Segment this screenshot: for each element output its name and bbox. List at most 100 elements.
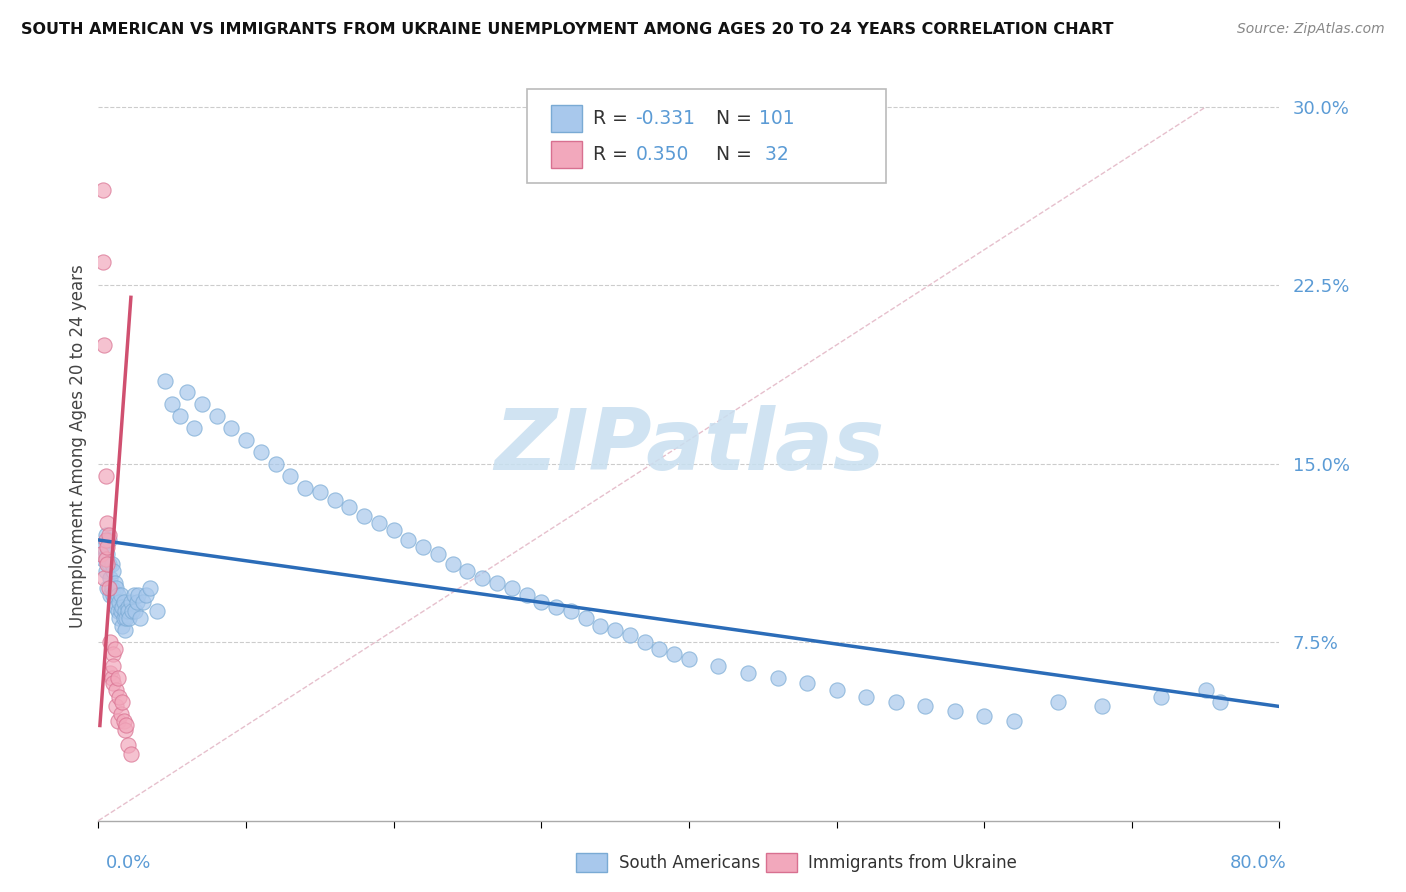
Text: R =: R = bbox=[593, 109, 634, 128]
Point bbox=[560, 604, 582, 618]
Point bbox=[96, 540, 118, 554]
Point bbox=[94, 533, 117, 547]
Point bbox=[884, 695, 907, 709]
Point bbox=[96, 547, 118, 561]
Point bbox=[111, 695, 134, 709]
Point bbox=[169, 409, 191, 424]
Point bbox=[112, 595, 135, 609]
Point bbox=[111, 618, 134, 632]
Point bbox=[122, 588, 145, 602]
Point bbox=[855, 690, 877, 704]
Point bbox=[135, 588, 157, 602]
Point bbox=[1150, 690, 1173, 704]
Text: N =: N = bbox=[716, 109, 758, 128]
Point bbox=[678, 652, 700, 666]
Point bbox=[294, 481, 316, 495]
Point bbox=[115, 718, 138, 732]
Point bbox=[530, 595, 553, 609]
Point bbox=[108, 595, 131, 609]
Point bbox=[183, 421, 205, 435]
Point bbox=[264, 457, 287, 471]
Text: 32: 32 bbox=[759, 145, 789, 164]
Point bbox=[825, 682, 848, 697]
Point bbox=[546, 599, 568, 614]
Point bbox=[98, 635, 121, 649]
Point bbox=[382, 524, 405, 538]
Point bbox=[98, 666, 121, 681]
Point bbox=[115, 611, 138, 625]
Point bbox=[96, 516, 118, 531]
Point bbox=[1046, 695, 1070, 709]
Text: Immigrants from Ukraine: Immigrants from Ukraine bbox=[808, 854, 1018, 871]
Point bbox=[112, 714, 135, 728]
Point bbox=[114, 604, 136, 618]
Point bbox=[107, 604, 129, 618]
Point bbox=[457, 564, 479, 578]
Point bbox=[117, 599, 139, 614]
Point bbox=[973, 709, 995, 723]
Point bbox=[100, 671, 122, 685]
Point bbox=[323, 492, 346, 507]
Point bbox=[353, 509, 375, 524]
Point bbox=[1091, 699, 1114, 714]
Point bbox=[914, 699, 936, 714]
Point bbox=[1195, 682, 1218, 697]
Point bbox=[100, 581, 122, 595]
Point bbox=[205, 409, 228, 424]
Text: N =: N = bbox=[716, 145, 758, 164]
Point bbox=[110, 706, 132, 721]
Point bbox=[103, 659, 125, 673]
Point bbox=[162, 397, 183, 411]
Point bbox=[103, 647, 125, 661]
Point bbox=[120, 595, 142, 609]
Text: 80.0%: 80.0% bbox=[1230, 855, 1286, 872]
Point bbox=[97, 557, 120, 571]
Point bbox=[1209, 695, 1232, 709]
Point bbox=[104, 642, 127, 657]
Point bbox=[235, 433, 257, 447]
Point bbox=[664, 647, 686, 661]
Point bbox=[120, 747, 142, 761]
Point bbox=[707, 659, 730, 673]
Point bbox=[125, 595, 148, 609]
Point bbox=[796, 675, 818, 690]
Point bbox=[114, 723, 136, 738]
Y-axis label: Unemployment Among Ages 20 to 24 years: Unemployment Among Ages 20 to 24 years bbox=[69, 264, 87, 628]
Point bbox=[339, 500, 361, 514]
Point bbox=[124, 604, 146, 618]
Point bbox=[619, 628, 641, 642]
Text: SOUTH AMERICAN VS IMMIGRANTS FROM UKRAINE UNEMPLOYMENT AMONG AGES 20 TO 24 YEARS: SOUTH AMERICAN VS IMMIGRANTS FROM UKRAIN… bbox=[21, 22, 1114, 37]
Point bbox=[105, 682, 128, 697]
Point bbox=[112, 611, 135, 625]
Point bbox=[107, 588, 129, 602]
Point bbox=[471, 571, 494, 585]
Point bbox=[516, 588, 538, 602]
Text: 0.0%: 0.0% bbox=[105, 855, 150, 872]
Point bbox=[127, 588, 149, 602]
Point bbox=[90, 547, 112, 561]
Text: -0.331: -0.331 bbox=[636, 109, 696, 128]
Text: Source: ZipAtlas.com: Source: ZipAtlas.com bbox=[1237, 22, 1385, 37]
Point bbox=[117, 604, 139, 618]
Point bbox=[100, 557, 122, 571]
Text: 0.350: 0.350 bbox=[636, 145, 689, 164]
Point bbox=[94, 468, 117, 483]
Point bbox=[105, 599, 128, 614]
Point bbox=[96, 557, 118, 571]
Point bbox=[398, 533, 420, 547]
Point bbox=[105, 581, 128, 595]
Point bbox=[103, 675, 125, 690]
Point bbox=[91, 254, 114, 268]
Point bbox=[176, 385, 198, 400]
Point bbox=[139, 581, 162, 595]
Point bbox=[104, 575, 127, 590]
Point bbox=[575, 611, 598, 625]
Point bbox=[118, 611, 141, 625]
Point bbox=[1002, 714, 1025, 728]
Point bbox=[117, 738, 139, 752]
Point bbox=[368, 516, 391, 531]
Text: 101: 101 bbox=[759, 109, 794, 128]
Point bbox=[98, 571, 121, 585]
Point bbox=[94, 552, 117, 566]
Point bbox=[110, 588, 132, 602]
